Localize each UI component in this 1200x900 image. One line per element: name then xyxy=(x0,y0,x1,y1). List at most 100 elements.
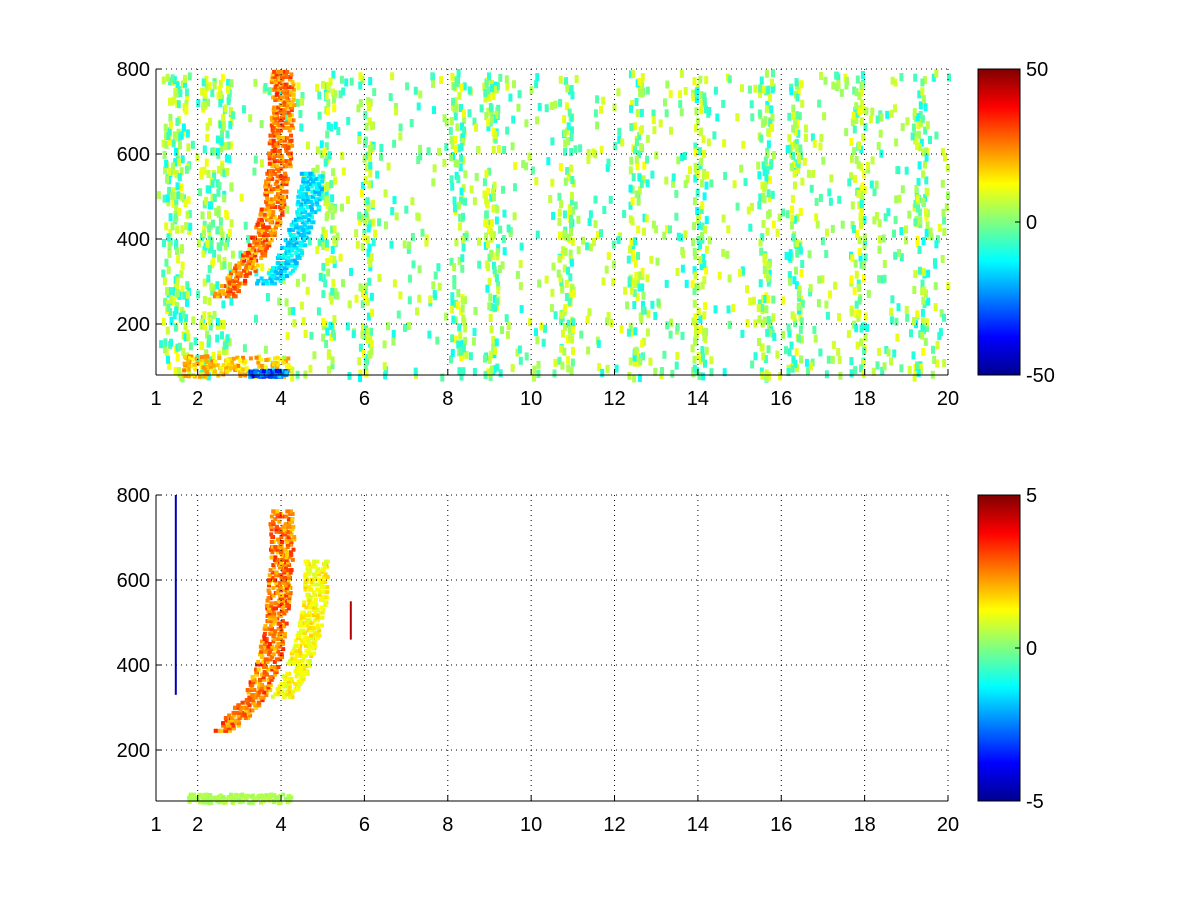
heatmap-cell xyxy=(699,262,704,271)
heatmap-cell xyxy=(487,167,492,176)
heatmap-cell xyxy=(324,339,329,348)
heatmap-cell xyxy=(267,210,272,215)
heatmap-cell xyxy=(493,131,498,139)
heatmap-cell xyxy=(340,151,345,160)
heatmap-cell xyxy=(831,340,836,349)
heatmap-cell xyxy=(701,135,706,144)
heatmap-cell xyxy=(161,139,166,148)
heatmap-cell xyxy=(926,297,931,306)
heatmap-cell xyxy=(573,201,578,210)
heatmap-cell xyxy=(413,367,418,376)
heatmap-cell xyxy=(915,361,920,370)
heatmap-cell xyxy=(269,238,274,243)
heatmap-cell xyxy=(279,634,284,639)
heatmap-cell xyxy=(229,183,234,192)
heatmap-cell xyxy=(763,182,768,191)
heatmap-cell xyxy=(167,361,172,370)
heatmap-cell xyxy=(702,97,707,106)
heatmap-cell xyxy=(459,154,463,163)
heatmap-cell xyxy=(182,361,187,366)
heatmap-cell xyxy=(220,331,224,340)
heatmap-cell xyxy=(266,667,271,672)
heatmap-cell xyxy=(275,120,280,125)
heatmap-cell xyxy=(492,181,497,190)
heatmap-cell xyxy=(622,210,627,218)
heatmap-cell xyxy=(435,336,440,345)
heatmap-cell xyxy=(799,269,804,277)
heatmap-cell xyxy=(913,200,918,209)
heatmap-cell xyxy=(176,191,181,200)
heatmap-cell xyxy=(181,310,186,319)
heatmap-cell xyxy=(229,284,234,289)
heatmap-cell xyxy=(305,623,310,628)
heatmap-cell xyxy=(313,176,318,181)
heatmap-cell xyxy=(293,669,298,674)
heatmap-cell xyxy=(570,191,574,200)
heatmap-cell xyxy=(212,294,217,299)
heatmap-cell xyxy=(289,692,294,697)
heatmap-cell xyxy=(921,197,926,206)
heatmap-cell xyxy=(595,95,600,104)
heatmap-cell xyxy=(290,248,295,253)
heatmap-cell xyxy=(915,113,920,122)
heatmap-cell xyxy=(852,147,857,156)
heatmap-cell xyxy=(297,648,302,653)
heatmap-cell xyxy=(281,110,286,115)
heatmap-cell xyxy=(235,273,240,278)
heatmap-cell xyxy=(219,237,224,246)
heatmap-cell xyxy=(199,355,204,360)
heatmap-cell xyxy=(277,266,282,271)
heatmap-cell xyxy=(461,212,466,221)
heatmap-cell xyxy=(799,317,804,326)
heatmap-cell xyxy=(453,204,457,213)
heatmap-cell xyxy=(794,143,799,152)
heatmap-cell xyxy=(298,212,303,217)
heatmap-cell xyxy=(637,132,642,141)
heatmap-cell xyxy=(913,73,918,82)
heatmap-cell xyxy=(281,253,286,258)
heatmap-cell xyxy=(885,110,890,119)
heatmap-cell xyxy=(861,370,866,378)
heatmap-cell xyxy=(222,257,227,265)
heatmap-cell xyxy=(664,225,669,233)
heatmap-cell xyxy=(541,338,546,347)
heatmap-cell xyxy=(310,189,315,194)
heatmap-cell xyxy=(175,353,180,362)
heatmap-cell xyxy=(311,625,316,630)
heatmap-cell xyxy=(309,331,314,340)
heatmap-cell xyxy=(284,189,289,194)
heatmap-cell xyxy=(290,366,295,375)
heatmap-cell xyxy=(690,280,695,289)
heatmap-cell xyxy=(226,85,230,94)
heatmap-cell xyxy=(938,328,943,337)
heatmap-cell xyxy=(291,97,296,102)
heatmap-cell xyxy=(202,229,206,238)
heatmap-cell xyxy=(627,371,632,380)
heatmap-cell xyxy=(303,171,308,176)
heatmap-cell xyxy=(244,271,249,276)
heatmap-cell xyxy=(772,332,777,341)
heatmap-cell xyxy=(262,634,267,639)
heatmap-cell xyxy=(211,219,215,228)
heatmap-cell xyxy=(680,264,685,273)
heatmap-cell xyxy=(308,646,313,651)
heatmap-cell xyxy=(561,329,565,338)
heatmap-cell xyxy=(280,194,284,199)
heatmap-cell xyxy=(940,179,945,188)
heatmap-cell xyxy=(792,313,797,322)
heatmap-cell xyxy=(794,281,799,290)
heatmap-cell xyxy=(587,218,592,227)
heatmap-cell xyxy=(326,81,331,90)
heatmap-cell xyxy=(245,263,250,268)
heatmap-cell xyxy=(300,220,305,225)
heatmap-cell xyxy=(923,160,927,169)
heatmap-cell xyxy=(453,144,458,153)
heatmap-cell xyxy=(241,367,246,372)
heatmap-cell xyxy=(286,110,291,115)
heatmap-cell xyxy=(287,227,292,232)
heatmap-cell xyxy=(295,212,300,217)
heatmap-cell xyxy=(279,166,284,171)
heatmap-cell xyxy=(172,96,177,105)
heatmap-cell xyxy=(796,334,801,343)
heatmap-cell xyxy=(292,243,297,248)
